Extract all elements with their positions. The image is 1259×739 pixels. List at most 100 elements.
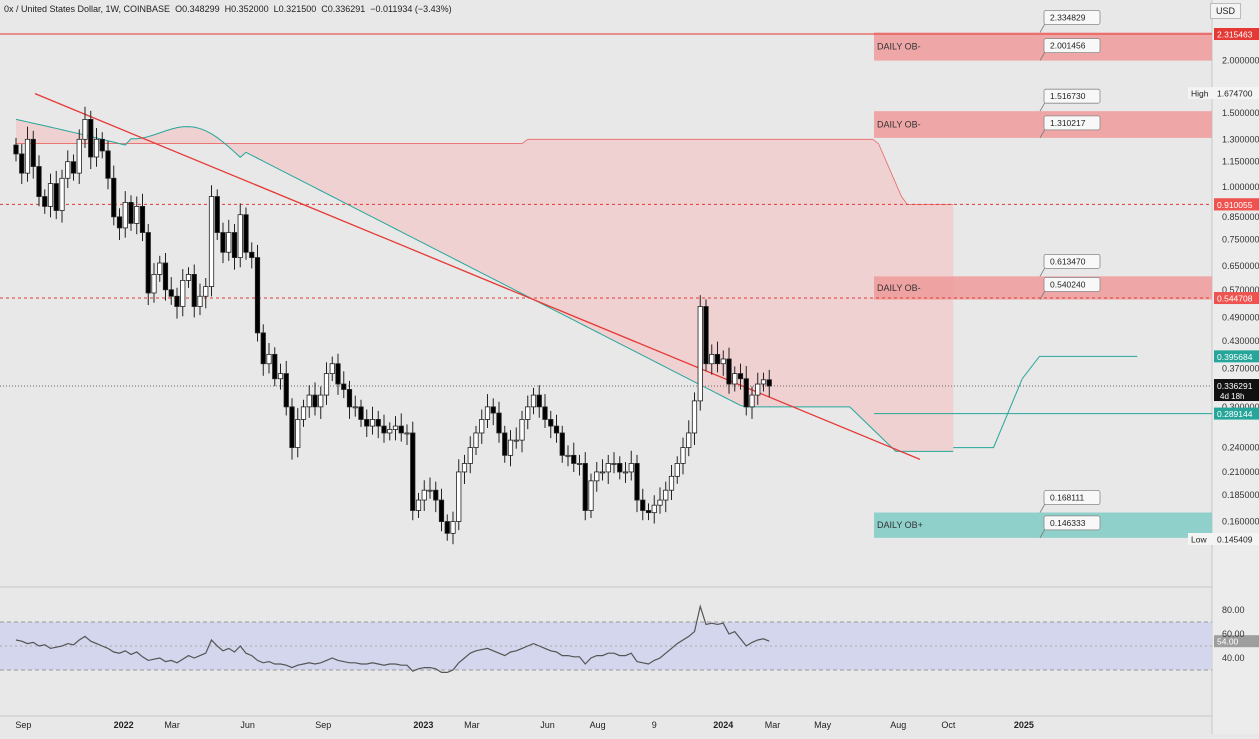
candle-body xyxy=(290,407,294,448)
high-label-value: 1.674700 xyxy=(1217,89,1253,99)
candle-body xyxy=(89,119,93,157)
price-tick-label: 0.185000 xyxy=(1222,490,1259,500)
price-tick-label: 0.160000 xyxy=(1222,517,1259,527)
candle-body xyxy=(112,178,116,217)
time-axis-label: Jun xyxy=(540,720,555,730)
candle-body xyxy=(445,522,449,534)
current-price-label: 0.336291 xyxy=(1217,381,1253,391)
candle-body xyxy=(704,307,708,364)
candle-body xyxy=(365,419,369,426)
price-tick-label: 2.000000 xyxy=(1222,56,1259,66)
candle-body xyxy=(83,119,87,139)
low-label-value: 0.145409 xyxy=(1217,535,1253,545)
candle-body xyxy=(583,463,587,510)
candle-body xyxy=(106,151,110,178)
candle-body xyxy=(71,162,75,173)
candle-body xyxy=(250,252,254,257)
candle-body xyxy=(629,463,633,471)
candle-body xyxy=(733,374,737,384)
candle-body xyxy=(382,426,386,433)
time-axis-label: 2024 xyxy=(713,720,733,730)
candle-body xyxy=(744,379,748,407)
candle-body xyxy=(468,448,472,464)
candle-body xyxy=(577,463,581,464)
candle-body xyxy=(503,433,507,455)
candle-body xyxy=(767,380,771,386)
candle-body xyxy=(37,167,41,197)
time-axis-label: 2023 xyxy=(413,720,433,730)
candle-body xyxy=(692,401,696,433)
candle-body xyxy=(209,197,213,287)
candle-body xyxy=(342,384,346,389)
order-block-zone xyxy=(874,276,1212,299)
price-tag-label: 0.395684 xyxy=(1217,352,1253,362)
candle-body xyxy=(698,307,702,401)
candle-body xyxy=(669,476,673,490)
candle-body xyxy=(664,490,668,500)
candle-body xyxy=(652,505,656,512)
candle-body xyxy=(411,433,415,511)
callout-value: 1.516730 xyxy=(1050,91,1086,101)
candle-body xyxy=(347,389,351,406)
candle-body xyxy=(681,448,685,464)
candle-body xyxy=(422,490,426,500)
price-tick-label: 1.150000 xyxy=(1222,157,1259,167)
candle-body xyxy=(307,395,311,407)
candle-body xyxy=(313,395,317,407)
candle-body xyxy=(560,433,564,455)
price-tick-label: 0.370000 xyxy=(1222,364,1259,374)
candle-body xyxy=(186,274,190,280)
candle-body xyxy=(531,395,535,407)
candle-body xyxy=(54,184,58,211)
candle-body xyxy=(405,433,409,434)
callout-value: 0.540240 xyxy=(1050,280,1086,290)
candle-body xyxy=(710,354,714,363)
candle-body xyxy=(255,258,259,333)
candle-body xyxy=(416,500,420,510)
candle-body xyxy=(589,481,593,511)
candle-body xyxy=(399,426,403,433)
candle-body xyxy=(146,233,150,293)
candle-body xyxy=(508,440,512,455)
candle-body xyxy=(66,162,70,179)
candle-body xyxy=(658,500,662,505)
callout-value: 0.168111 xyxy=(1050,493,1084,503)
time-axis-label: Aug xyxy=(890,720,906,730)
candle-body xyxy=(169,290,173,297)
time-axis-label: May xyxy=(814,720,832,730)
candle-body xyxy=(549,419,553,426)
price-tick-label: 0.650000 xyxy=(1222,261,1259,271)
price-tick-label: 1.500000 xyxy=(1222,108,1259,118)
order-block-label: DAILY OB- xyxy=(877,42,921,52)
candle-body xyxy=(675,463,679,476)
price-tick-label: 0.850000 xyxy=(1222,212,1259,222)
candle-body xyxy=(727,359,731,384)
candle-body xyxy=(537,395,541,407)
candle-body xyxy=(14,145,18,154)
price-tick-label: 0.430000 xyxy=(1222,336,1259,346)
candle-body xyxy=(635,463,639,500)
candle-body xyxy=(330,364,334,374)
candle-body xyxy=(204,287,208,297)
change-value: −0.011934 (−3.43%) xyxy=(370,4,451,14)
candle-body xyxy=(566,455,570,456)
candle-body xyxy=(618,463,622,471)
currency-button[interactable]: USD xyxy=(1210,3,1241,19)
candle-body xyxy=(77,139,81,173)
candle-body xyxy=(462,463,466,471)
candle-body xyxy=(761,380,765,384)
price-tag-label: 2.315463 xyxy=(1217,30,1253,40)
candle-body xyxy=(25,139,29,173)
candle-body xyxy=(480,419,484,433)
price-tick-label: 0.490000 xyxy=(1222,312,1259,322)
candle-body xyxy=(100,139,104,151)
candle-body xyxy=(756,384,760,395)
high-label-text: High xyxy=(1191,89,1209,99)
time-axis-label: Jun xyxy=(240,720,255,730)
candle-body xyxy=(94,139,98,157)
candle-body xyxy=(520,419,524,440)
candle-body xyxy=(359,407,363,420)
candle-body xyxy=(623,472,627,473)
order-block-label: DAILY OB- xyxy=(877,283,921,293)
